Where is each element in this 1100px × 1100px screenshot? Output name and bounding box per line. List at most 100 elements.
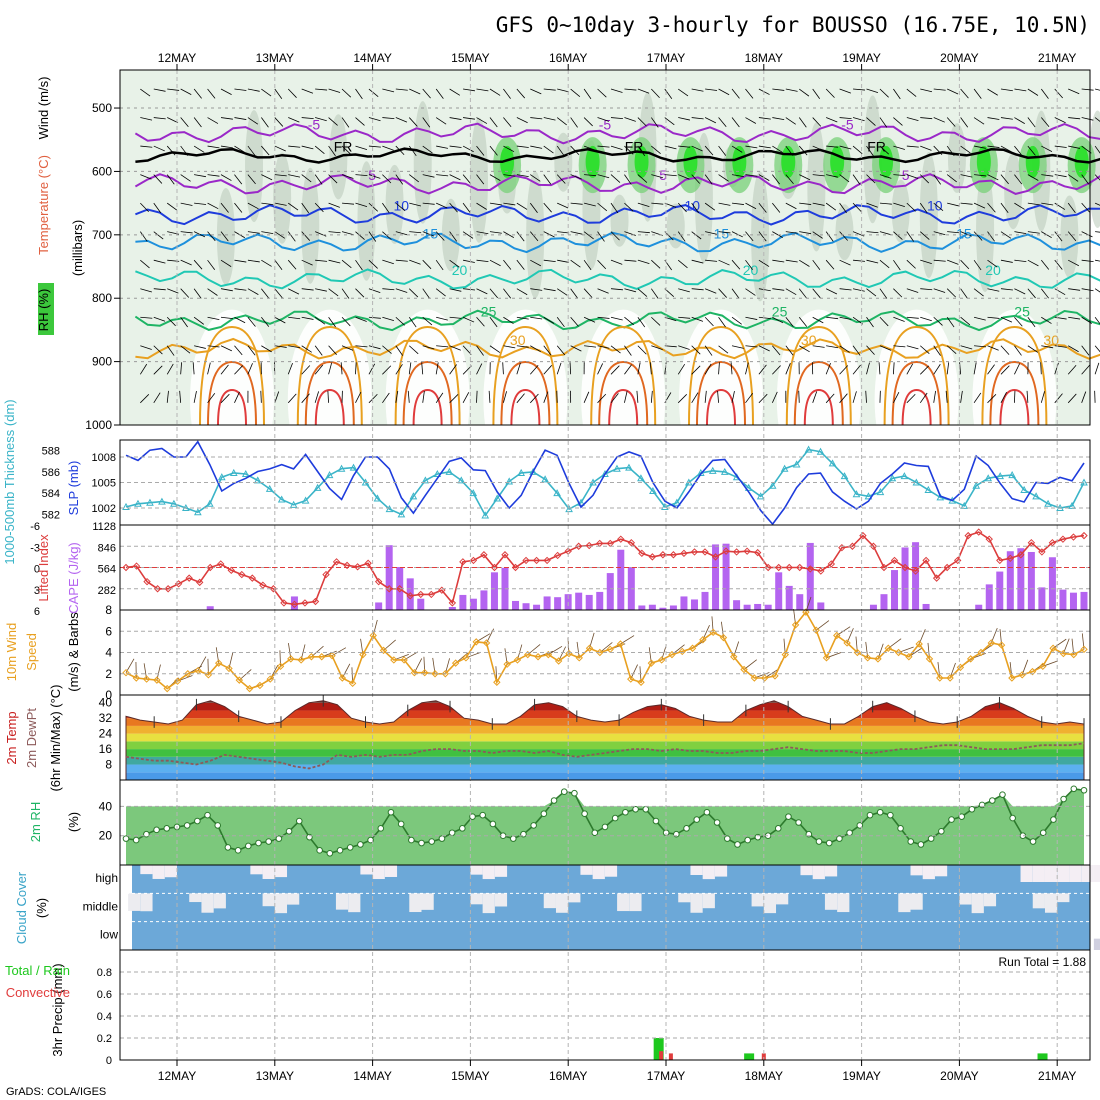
lifted-index-point — [322, 570, 330, 579]
lifted-index-point — [132, 562, 141, 570]
cloud-gap-middle — [824, 893, 838, 910]
precip-total-bar — [653, 1038, 664, 1060]
wind-barb — [893, 345, 906, 348]
wind-barb — [1054, 362, 1059, 375]
wind-barb — [340, 362, 343, 375]
wind-tick-label: 6 — [105, 624, 112, 638]
wind-speed-point — [472, 638, 480, 646]
wind-barb — [987, 117, 1000, 120]
lifted-index-point — [996, 556, 1004, 565]
rh2m-point — [601, 823, 609, 831]
temperature-label: Temperature (°C) — [36, 155, 51, 255]
wind-barb — [314, 231, 327, 237]
date-label-top: 19MAY — [842, 51, 880, 65]
wind-barb — [530, 393, 539, 404]
wind-barb — [825, 231, 834, 242]
wind-barb — [409, 202, 422, 207]
wind-barb — [1094, 316, 1100, 325]
cape-bar — [901, 547, 909, 610]
warm-dome-contour — [217, 388, 247, 426]
cloud-gap-high — [714, 865, 728, 877]
wind-barb — [610, 174, 621, 183]
wind10m-speed-label: Speed — [24, 633, 39, 671]
warm-dome-contour — [989, 360, 1040, 426]
wind-barb — [207, 259, 216, 271]
wind-barb — [946, 362, 950, 375]
wind-barb — [610, 316, 623, 321]
rh2m-point — [265, 838, 272, 845]
wind-barb — [852, 391, 857, 403]
wind-barb — [664, 145, 677, 150]
wind-barb — [691, 392, 699, 404]
cloud-gap-high — [152, 865, 165, 879]
wind-barb — [758, 259, 770, 267]
temp-contour — [134, 309, 1100, 332]
lifted-index-point — [532, 556, 541, 565]
wind-barb — [960, 288, 968, 299]
wind-barb — [516, 393, 525, 404]
wind-barb — [651, 202, 664, 205]
cloud-gap-high — [800, 865, 813, 876]
wind-barb — [503, 316, 514, 325]
cape-bar — [1006, 551, 1014, 610]
wind-speed-point — [575, 654, 583, 662]
cape-bar — [722, 543, 730, 610]
wind-barb — [180, 231, 193, 234]
cape-bar — [469, 598, 477, 610]
thickness-point — [517, 468, 526, 476]
wind-barb — [704, 202, 716, 211]
cloud-gap-high — [274, 865, 288, 878]
wind-speed-point — [977, 648, 985, 657]
wind-barb — [1094, 288, 1100, 293]
wind-barb — [395, 364, 403, 375]
wind-barb — [489, 231, 502, 234]
warm-dome-contour — [803, 388, 834, 426]
wind-barb — [1095, 231, 1100, 233]
wind-barb — [192, 362, 195, 375]
thickness-point — [170, 499, 178, 507]
wind-barb — [825, 362, 831, 375]
wind-barb — [476, 88, 489, 92]
wind-barb — [207, 88, 216, 99]
wind-barb — [153, 365, 163, 375]
date-label-top: 12MAY — [158, 51, 196, 65]
wind-barb — [826, 345, 839, 349]
wind-barb — [785, 88, 798, 92]
thickness-point — [1044, 499, 1052, 507]
wind-barb — [839, 202, 847, 214]
wind-barb — [220, 345, 233, 352]
wind-barb — [180, 145, 189, 156]
wind-barb — [691, 145, 703, 152]
wind-barb — [341, 117, 350, 128]
cape-bar — [501, 567, 509, 610]
wind-barb — [422, 316, 433, 326]
date-label-top: 15MAY — [451, 51, 489, 65]
wind-barb — [1014, 202, 1025, 210]
wind-barb — [180, 259, 192, 266]
wind-barb — [583, 145, 596, 151]
wind-barb — [422, 345, 435, 350]
wind-barb — [503, 117, 512, 128]
cloud-gap-middle — [421, 893, 434, 910]
wind-barb — [704, 145, 714, 156]
wind-barb — [530, 345, 541, 353]
wind-barb — [436, 145, 449, 149]
lifted-index-point — [859, 531, 867, 540]
wind-barb — [987, 394, 997, 404]
warm-dome-contour — [891, 360, 942, 426]
rh2m-point — [866, 811, 874, 819]
cape-bar — [575, 592, 583, 610]
wind-barb — [287, 259, 297, 270]
wind-barb — [557, 88, 569, 93]
wind-barb — [368, 316, 381, 319]
wind-speed-point — [493, 678, 501, 686]
cloud-gap-high — [812, 865, 825, 880]
profile-ytick-label: 800 — [92, 291, 112, 305]
rh-tick-label: 20 — [99, 829, 113, 843]
wind-barb — [556, 174, 566, 184]
wind-barb — [355, 231, 365, 240]
wind-barb — [866, 316, 874, 328]
wind-barb — [677, 259, 688, 269]
wind-barb — [960, 231, 972, 237]
wind-barb — [1094, 88, 1100, 91]
